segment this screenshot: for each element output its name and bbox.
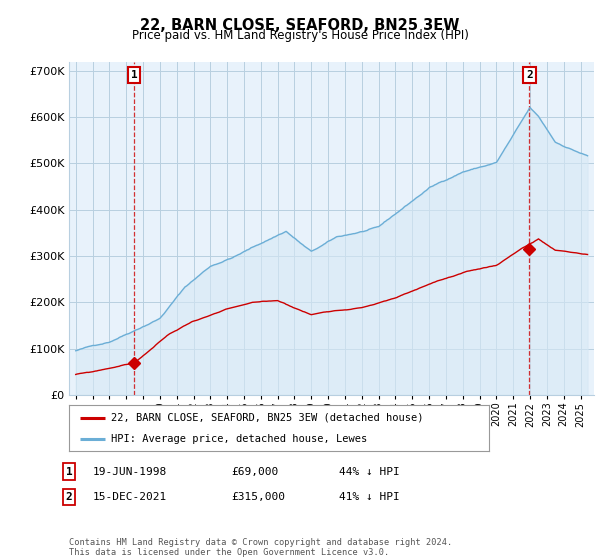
Text: 22, BARN CLOSE, SEAFORD, BN25 3EW: 22, BARN CLOSE, SEAFORD, BN25 3EW — [140, 18, 460, 33]
Text: 1: 1 — [131, 70, 137, 80]
Text: 41% ↓ HPI: 41% ↓ HPI — [339, 492, 400, 502]
Text: 22, BARN CLOSE, SEAFORD, BN25 3EW (detached house): 22, BARN CLOSE, SEAFORD, BN25 3EW (detac… — [111, 413, 424, 423]
Text: 2: 2 — [526, 70, 533, 80]
Text: £69,000: £69,000 — [231, 466, 278, 477]
Text: HPI: Average price, detached house, Lewes: HPI: Average price, detached house, Lewe… — [111, 435, 367, 444]
Text: 19-JUN-1998: 19-JUN-1998 — [93, 466, 167, 477]
Text: 2: 2 — [65, 492, 73, 502]
Text: Price paid vs. HM Land Registry's House Price Index (HPI): Price paid vs. HM Land Registry's House … — [131, 29, 469, 42]
Text: £315,000: £315,000 — [231, 492, 285, 502]
Text: 44% ↓ HPI: 44% ↓ HPI — [339, 466, 400, 477]
Text: 1: 1 — [65, 466, 73, 477]
Text: 15-DEC-2021: 15-DEC-2021 — [93, 492, 167, 502]
Text: Contains HM Land Registry data © Crown copyright and database right 2024.
This d: Contains HM Land Registry data © Crown c… — [69, 538, 452, 557]
